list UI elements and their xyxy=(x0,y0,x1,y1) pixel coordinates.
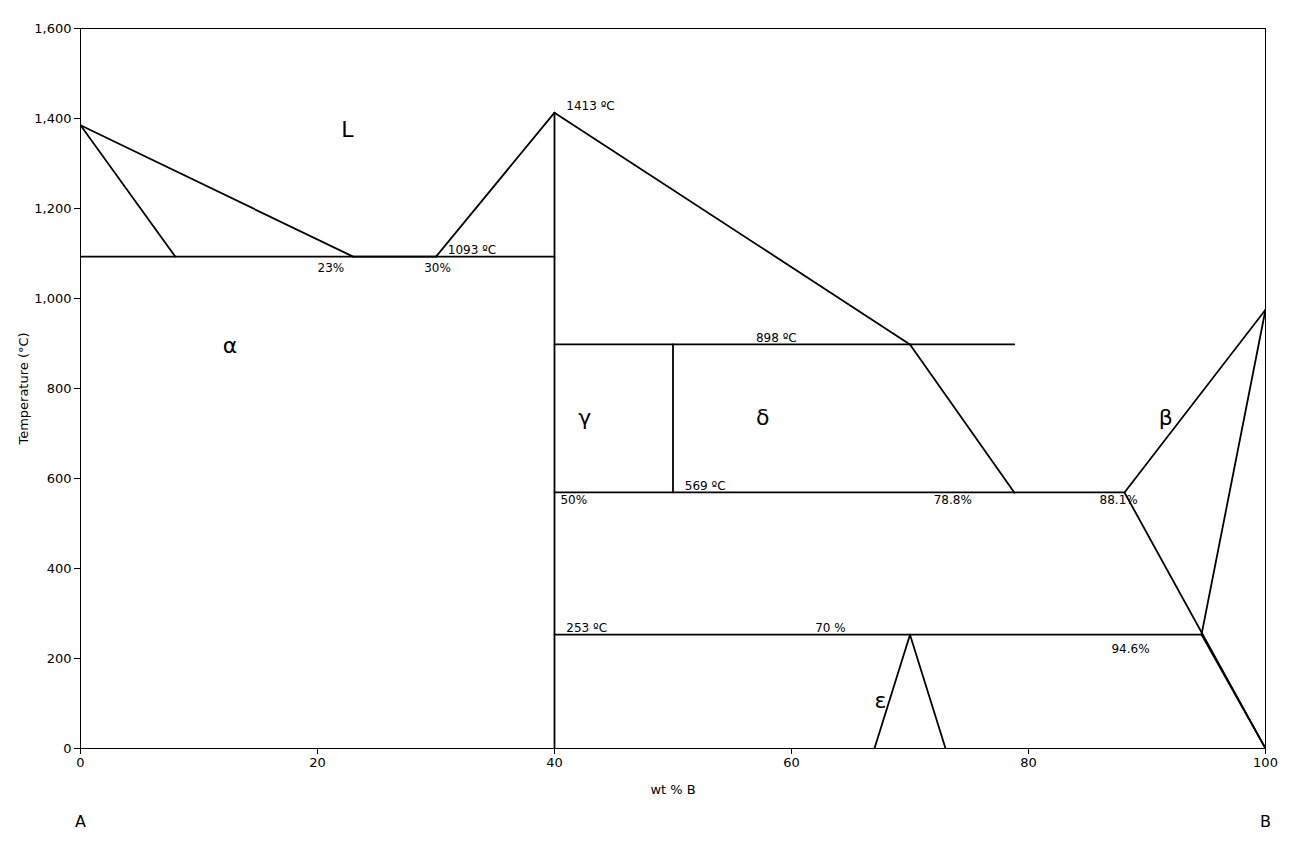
svg-text:A: A xyxy=(75,812,86,831)
svg-text:1,200: 1,200 xyxy=(34,201,71,216)
svg-text:wt % B: wt % B xyxy=(650,782,695,797)
svg-text:40: 40 xyxy=(546,755,563,770)
svg-text:898 ºC: 898 ºC xyxy=(756,331,797,345)
svg-text:1093 ºC: 1093 ºC xyxy=(448,243,496,257)
svg-text:70 %: 70 % xyxy=(815,621,846,635)
svg-text:20: 20 xyxy=(309,755,326,770)
svg-text:94.6%: 94.6% xyxy=(1111,642,1149,656)
svg-text:23%: 23% xyxy=(318,261,345,275)
svg-text:0: 0 xyxy=(63,741,71,756)
svg-text:1,400: 1,400 xyxy=(34,111,71,126)
svg-text:60: 60 xyxy=(783,755,800,770)
svg-text:88.1%: 88.1% xyxy=(1100,493,1138,507)
svg-text:253 ºC: 253 ºC xyxy=(566,621,607,635)
svg-text:δ: δ xyxy=(756,405,769,430)
svg-text:100: 100 xyxy=(1253,755,1278,770)
svg-text:400: 400 xyxy=(47,561,72,576)
svg-text:600: 600 xyxy=(47,471,72,486)
svg-text:γ: γ xyxy=(578,405,591,430)
svg-text:0: 0 xyxy=(76,755,84,770)
svg-text:800: 800 xyxy=(47,381,72,396)
svg-text:ε: ε xyxy=(874,688,886,713)
svg-text:L: L xyxy=(341,117,354,142)
svg-text:B: B xyxy=(1260,812,1271,831)
svg-text:1,600: 1,600 xyxy=(34,21,71,36)
svg-text:50%: 50% xyxy=(560,493,587,507)
svg-text:β: β xyxy=(1159,405,1173,430)
svg-text:1413 ºC: 1413 ºC xyxy=(566,99,614,113)
svg-text:1,000: 1,000 xyxy=(34,291,71,306)
svg-text:200: 200 xyxy=(47,651,72,666)
svg-text:80: 80 xyxy=(1020,755,1037,770)
svg-text:78.8%: 78.8% xyxy=(934,493,972,507)
svg-text:30%: 30% xyxy=(424,261,451,275)
svg-text:α: α xyxy=(223,333,238,358)
svg-text:Temperature (°C): Temperature (°C) xyxy=(16,332,31,445)
svg-text:569 ºC: 569 ºC xyxy=(685,479,726,493)
